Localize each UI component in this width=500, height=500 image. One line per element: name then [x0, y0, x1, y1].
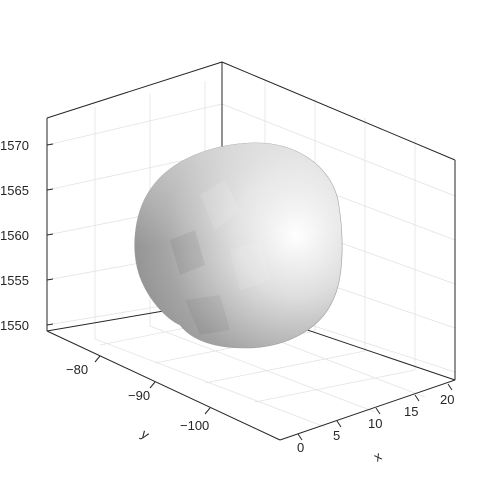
x-tick-label: 20	[440, 392, 454, 407]
y-axis-label: y	[138, 426, 152, 442]
x-tick-label: 5	[333, 428, 340, 443]
x-axis: 0 5 10 15 20 x	[297, 383, 454, 465]
x-tick-label: 10	[368, 416, 382, 431]
z-tick-label: 1550	[0, 318, 29, 333]
x-tick-label: 15	[404, 404, 418, 419]
y-tick-label: −100	[180, 418, 209, 433]
y-tick-label: −90	[128, 388, 150, 403]
z-tick-label: 1565	[0, 183, 29, 198]
x-axis-label: x	[371, 448, 385, 464]
x-tick-label: 0	[297, 440, 304, 455]
surface-blob	[134, 142, 343, 349]
z-tick-label: 1555	[0, 273, 29, 288]
z-tick-label: 1560	[0, 228, 29, 243]
y-tick-label: −80	[66, 362, 88, 377]
z-tick-label: 1570	[0, 138, 29, 153]
z-axis: 1570 1565 1560 1555 1550	[0, 138, 54, 333]
y-axis: −80 −90 −100 y	[66, 355, 211, 442]
